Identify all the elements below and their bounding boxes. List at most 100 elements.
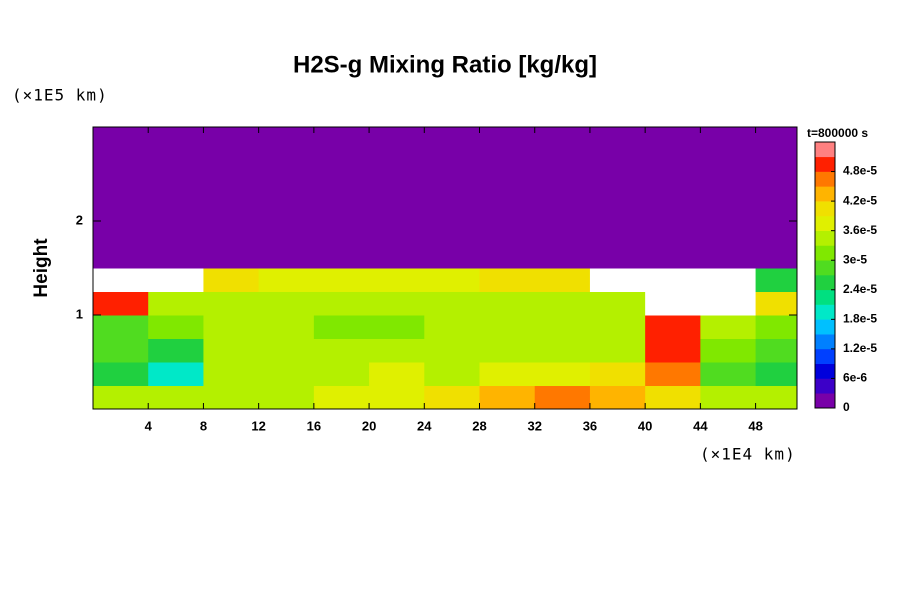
contour-cell: [369, 338, 425, 363]
contour-cell: [755, 291, 798, 316]
contour-cell: [148, 244, 204, 269]
contour-cell: [700, 221, 757, 245]
contour-cell: [203, 268, 260, 292]
contour-cell: [424, 244, 481, 269]
contour-cell: [313, 291, 370, 316]
contour-cell: [700, 291, 757, 316]
colorbar-swatch: [815, 171, 835, 187]
contour-cell: [203, 127, 260, 151]
contour-cell: [369, 244, 425, 269]
contour-cell: [645, 338, 701, 363]
colorbar-tick-label: 1.8e-5: [843, 312, 877, 326]
contour-cell: [589, 244, 646, 269]
contour-cell: [645, 385, 701, 410]
contour-cell: [93, 268, 149, 292]
contour-cell: [645, 244, 701, 269]
contour-cell: [645, 315, 701, 339]
contour-cell: [369, 221, 425, 245]
contour-cell: [534, 197, 591, 222]
contour-cell: [700, 362, 757, 386]
contour-cell: [313, 362, 370, 386]
contour-cell: [93, 197, 149, 222]
contour-cell: [645, 127, 701, 151]
contour-cell: [258, 221, 315, 245]
contour-cell: [313, 221, 370, 245]
contour-cell: [589, 197, 646, 222]
contour-cell: [203, 315, 260, 339]
contour-cell: [645, 150, 701, 175]
x-tick-label: 32: [527, 418, 541, 433]
contour-cell: [369, 362, 425, 386]
contour-cell: [313, 197, 370, 222]
contour-cell: [534, 338, 591, 363]
colorbar-swatch: [815, 319, 835, 335]
chart-title: H2S-g Mixing Ratio [kg/kg]: [293, 51, 597, 78]
contour-cell: [258, 291, 315, 316]
contour-cell: [369, 268, 425, 292]
x-tick-label: 28: [472, 418, 486, 433]
colorbar-tick-label: 1.2e-5: [843, 341, 877, 355]
contour-cell: [479, 268, 536, 292]
contour-cell: [479, 197, 536, 222]
contour-cell: [148, 315, 204, 339]
contour-cell: [534, 362, 591, 386]
contour-cell: [755, 338, 798, 363]
contour-cell: [700, 127, 757, 151]
contour-cell: [755, 197, 798, 222]
colorbar-swatch: [815, 245, 835, 261]
colorbar-swatch: [815, 289, 835, 305]
x-tick-label: 12: [251, 418, 265, 433]
contour-cell: [589, 150, 646, 175]
contour-cell: [700, 244, 757, 269]
contour-cell: [755, 385, 798, 410]
contour-cell: [369, 291, 425, 316]
contour-cell: [258, 197, 315, 222]
x-tick-label: 40: [638, 418, 652, 433]
y-axis-label: Height: [31, 238, 52, 298]
contour-cell: [479, 338, 536, 363]
contour-cell: [258, 338, 315, 363]
contour-cell: [93, 315, 149, 339]
contour-cell: [645, 221, 701, 245]
contour-cell: [589, 315, 646, 339]
x-tick-label: 48: [748, 418, 762, 433]
contour-cell: [534, 174, 591, 198]
contour-cell: [148, 127, 204, 151]
contour-cell: [424, 315, 481, 339]
contour-cell: [589, 268, 646, 292]
colorbar-tick-label: 3e-5: [843, 252, 867, 266]
contour-cell: [534, 150, 591, 175]
contour-cell: [203, 174, 260, 198]
contour-cell: [93, 221, 149, 245]
colorbar-tick-label: 2.4e-5: [843, 282, 877, 296]
contour-cell: [534, 315, 591, 339]
contour-cell: [203, 244, 260, 269]
x-tick-label: 16: [307, 418, 321, 433]
contour-cell: [589, 221, 646, 245]
y-unit: (×1E5 km): [12, 86, 108, 105]
contour-cell: [93, 291, 149, 316]
contour-cell: [755, 268, 798, 292]
contour-cell: [534, 385, 591, 410]
contour-cell: [479, 221, 536, 245]
contour-cell: [148, 268, 204, 292]
contour-cell: [424, 174, 481, 198]
contour-cell: [313, 315, 370, 339]
contour-cell: [258, 268, 315, 292]
colorbar-swatch: [815, 215, 835, 231]
y-tick-label: 2: [76, 212, 83, 227]
colorbar-tick-label: 4.2e-5: [843, 193, 877, 207]
colorbar-tick-label: 3.6e-5: [843, 223, 877, 237]
contour-cell: [258, 174, 315, 198]
contour-cell: [700, 150, 757, 175]
contour-cell: [369, 174, 425, 198]
colorbar-swatch: [815, 393, 835, 409]
contour-cell: [93, 244, 149, 269]
contour-cell: [700, 268, 757, 292]
contour-cell: [369, 197, 425, 222]
contour-cell: [534, 268, 591, 292]
colorbar-swatch: [815, 348, 835, 364]
contour-cell: [369, 150, 425, 175]
colorbar-tick-label: 6e-6: [843, 371, 867, 385]
